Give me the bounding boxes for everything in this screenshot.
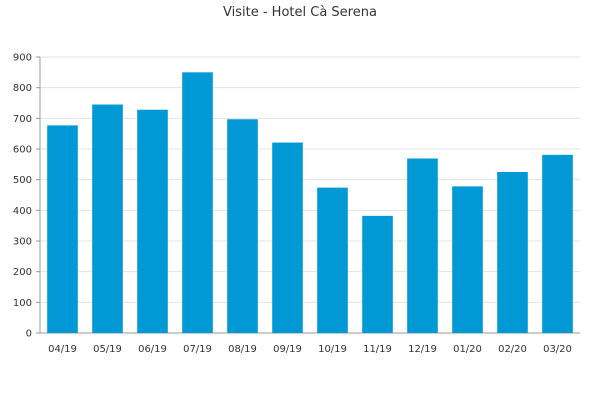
bar-03-20 [542, 154, 573, 333]
y-tick-label: 100 [13, 298, 32, 309]
x-tick-label: 08/19 [228, 344, 257, 355]
x-tick-label: 06/19 [138, 344, 167, 355]
x-tick-label: 11/19 [363, 344, 392, 355]
y-tick-label: 600 [13, 145, 32, 156]
bar-01-20 [452, 186, 483, 333]
y-tick-label: 400 [13, 206, 32, 217]
chart-title: Visite - Hotel Cà Serena [223, 5, 377, 20]
bar-11-19 [362, 215, 393, 333]
bar-12-19 [407, 158, 438, 333]
x-tick-label: 05/19 [93, 344, 122, 355]
x-tick-label: 07/19 [183, 344, 212, 355]
x-tick-label: 04/19 [48, 344, 77, 355]
bar-05-19 [92, 104, 123, 334]
x-tick-label: 03/20 [543, 344, 572, 355]
x-tick-label: 10/19 [318, 344, 347, 355]
x-tick-label: 12/19 [408, 344, 437, 355]
y-tick-label: 700 [13, 114, 32, 125]
x-tick-label: 01/20 [453, 344, 482, 355]
y-tick-label: 200 [13, 267, 32, 278]
bar-02-20 [497, 172, 528, 333]
bar-09-19 [272, 142, 303, 333]
y-tick-label: 900 [13, 53, 32, 64]
bar-08-19 [227, 119, 258, 334]
y-tick-label: 300 [13, 237, 32, 248]
y-tick-label: 800 [13, 83, 32, 94]
bar-07-19 [182, 72, 213, 333]
x-tick-label: 02/20 [498, 344, 527, 355]
y-tick-label: 0 [26, 329, 32, 340]
bar-10-19 [317, 187, 348, 333]
y-tick-label: 500 [13, 175, 32, 186]
bar-06-19 [137, 109, 168, 333]
bar-04-19 [47, 125, 78, 334]
x-tick-label: 09/19 [273, 344, 302, 355]
